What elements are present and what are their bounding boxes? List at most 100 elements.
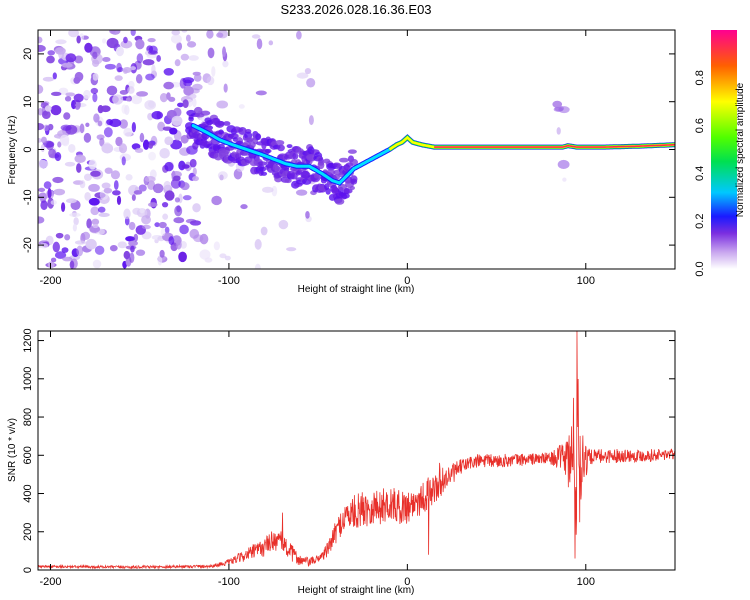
spectral-ridge-blob (277, 144, 285, 152)
spectral-noise-blob (213, 241, 221, 251)
spectral-noise-blob (83, 89, 91, 99)
spectral-noise-blob (159, 249, 165, 258)
spectral-noise-blob (204, 257, 213, 263)
spectral-noise-blob (68, 143, 76, 153)
snr-panel: -200 -100 0 100 0 200 400 600 800 1000 1200 Heigh… (7, 328, 676, 596)
y-tick-label: 20 (22, 48, 34, 60)
spectral-ridge-blob (188, 116, 194, 122)
spectral-noise-blob (52, 241, 60, 253)
spectral-noise-blob (151, 64, 156, 75)
spectral-noise-blob (154, 222, 160, 228)
spectral-noise-blob (181, 30, 188, 33)
spectral-noise-blob (553, 106, 564, 112)
spectral-noise-blob (116, 62, 122, 73)
spectral-noise-blob (119, 119, 128, 129)
spectral-noise-blob (189, 158, 197, 168)
spectral-noise-blob (84, 42, 93, 53)
spectral-noise-blob (148, 151, 156, 161)
spectral-ridge-blob (349, 185, 355, 191)
spectral-noise-blob (133, 233, 139, 242)
colorbar: 0.0 0.2 0.4 0.6 0.8 Normalized spectral ampl… (694, 30, 746, 277)
spectral-noise-blob (174, 59, 181, 67)
spectral-noise-blob (109, 244, 118, 252)
spectral-noise-blob (123, 127, 133, 137)
snr-y-ticks: 0 200 400 600 800 1000 1200 (22, 328, 675, 573)
spectral-noise-blob (136, 91, 149, 97)
spectral-noise-blob (130, 30, 136, 37)
spectral-noise-blob (295, 189, 308, 196)
y-tick-label: 1200 (22, 328, 34, 352)
spectral-noise-blob (135, 74, 143, 84)
spectral-noise-blob (193, 234, 204, 243)
spectral-noise-blob (120, 40, 133, 49)
spectral-noise-blob (102, 38, 107, 44)
spectral-noise-blob (38, 216, 45, 224)
spectral-noise-blob (192, 175, 199, 182)
spectral-noise-blob (97, 206, 106, 213)
spectral-noise-blob (41, 136, 47, 144)
spectral-noise-blob (52, 176, 64, 184)
colorbar-tick-label: 0.8 (694, 70, 706, 85)
spectral-noise-blob (135, 249, 146, 256)
spectral-noise-blob (64, 234, 71, 241)
spectral-noise-blob (106, 37, 119, 49)
spectral-noise-blob (206, 30, 214, 39)
spectral-noise-blob (192, 167, 197, 176)
spectrogram-x-ticks: -200 -100 0 100 (39, 30, 595, 287)
spectral-ridge-blob (350, 178, 358, 185)
spectral-noise-blob (38, 187, 46, 193)
spectral-noise-blob (171, 115, 183, 127)
spectral-noise-blob (304, 67, 312, 75)
spectral-noise-blob (156, 55, 161, 62)
y-tick-label: 0 (22, 567, 34, 573)
snr-frame (37, 330, 676, 571)
colorbar-tick-label: 0.6 (694, 118, 706, 133)
y-tick-label: 200 (22, 523, 34, 541)
spectral-noise-blob (157, 255, 163, 266)
spectral-noise-blob (135, 39, 145, 50)
spectral-ridge-blob (317, 160, 325, 166)
figure-title: S233.2026.028.16.36.E03 (280, 2, 431, 17)
spectral-noise-blob (138, 184, 147, 192)
spectral-noise-blob (160, 228, 166, 237)
spectral-noise-blob (117, 241, 127, 249)
spectral-noise-blob (256, 38, 263, 50)
spectral-noise-blob (183, 85, 194, 96)
spectral-ridge-blob (347, 149, 357, 154)
spectral-noise-blob (91, 218, 100, 226)
spectral-noise-blob (144, 176, 156, 183)
spectral-noise-blob (192, 203, 201, 213)
spectral-noise-blob (62, 256, 73, 262)
spectral-noise-blob (94, 245, 105, 255)
y-tick-label: -20 (22, 237, 34, 253)
spectral-noise-blob (50, 91, 62, 97)
spectral-noise-blob (207, 47, 215, 59)
spectrogram-x-label: Height of straight line (km) (298, 284, 415, 295)
spectral-noise-blob (63, 112, 71, 120)
spectral-noise-blob (116, 195, 122, 206)
spectral-noise-blob (98, 212, 110, 217)
spectral-noise-blob (69, 260, 75, 269)
spectral-noise-blob (123, 250, 131, 260)
spectral-noise-blob (125, 174, 133, 181)
y-tick-label: 400 (22, 484, 34, 502)
spectral-noise-blob (170, 139, 183, 150)
spectral-noise-blob (147, 37, 156, 43)
spectrogram-y-ticks: -20 -10 0 10 20 (22, 48, 675, 253)
spectral-noise-blob (159, 93, 168, 103)
spectral-ridge-blob (334, 198, 345, 205)
spectral-noise-blob (128, 221, 136, 231)
spectral-noise-blob (306, 77, 316, 88)
spectral-noise-blob (125, 97, 131, 102)
spectral-ridge-core (434, 143, 675, 148)
spectral-noise-blob (222, 46, 227, 58)
spectral-noise-blob (44, 105, 52, 112)
spectral-noise-blob (161, 201, 169, 208)
spectral-noise-blob (175, 239, 182, 250)
spectral-noise-blob (74, 154, 86, 164)
colorbar-tick-label: 0.2 (694, 214, 706, 229)
snr-series-line (38, 331, 675, 570)
spectral-noise-blob (65, 92, 76, 97)
